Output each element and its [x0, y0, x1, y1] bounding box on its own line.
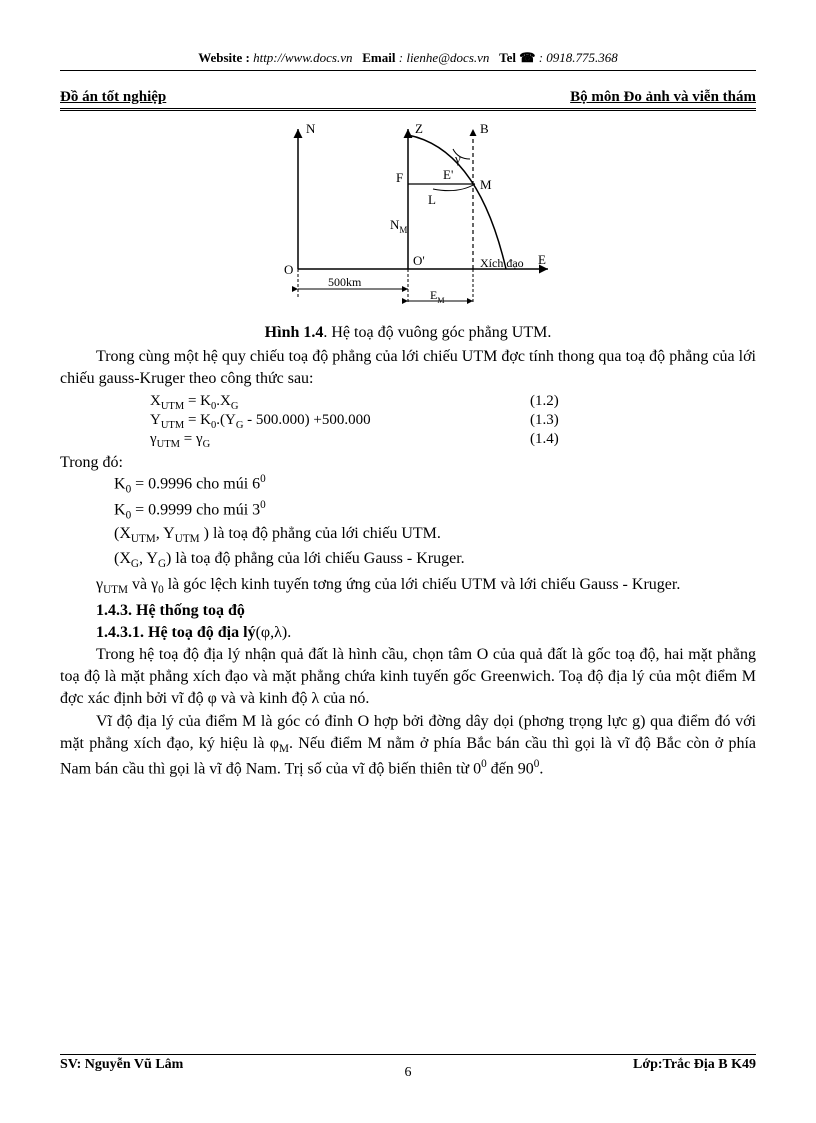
lbl-B: B [480, 121, 489, 136]
para-2: γUTM và γ0 là góc lệch kinh tuyến tơng ứ… [60, 574, 756, 598]
page-top-header: Website : http://www.docs.vn Email : lie… [60, 50, 756, 66]
eq-3-num: (1.4) [530, 431, 559, 450]
equations: XUTM = K0.XG (1.2) YUTM = K0.(YG - 500.0… [150, 393, 756, 450]
fig-caption-rest: . Hệ toạ độ vuông góc phẳng UTM. [323, 324, 551, 341]
lbl-NM-sub: M [399, 225, 407, 235]
footer-right: Lớp:Trắc Địa B K49 [633, 1057, 756, 1073]
section-double-rule [60, 108, 756, 111]
def-4: (XG, YG) là toạ độ phẳng của lới chiếu G… [114, 548, 756, 572]
eq-2-num: (1.3) [530, 412, 559, 431]
utm-diagram: N Z B γ F E' M L NM O' O E Xích đạo 500k… [60, 119, 756, 314]
para-3: Trong hệ toạ độ địa lý nhận quả đất là h… [60, 644, 756, 709]
website-label: Website : [198, 50, 250, 65]
lbl-O: O [284, 262, 293, 277]
section-left: Đồ án tốt nghiệp [60, 89, 166, 106]
lbl-N: N [306, 121, 316, 136]
lbl-M: M [480, 177, 492, 192]
section-right: Bộ môn Đo ảnh và viễn thám [570, 89, 756, 106]
eq-2: YUTM = K0.(YG - 500.000) +500.000 (1.3) [150, 412, 756, 431]
email-value: : lienhe@docs.vn [399, 50, 490, 65]
fig-caption-bold: Hình 1.4 [265, 324, 324, 341]
header-rule [60, 70, 756, 71]
footer-left: SV: Nguyễn Vũ Lâm [60, 1057, 183, 1073]
def-2: K0 = 0.9999 cho múi 30 [114, 498, 756, 524]
heading-1-4-3-1: 1.4.3.1. Hệ toạ độ địa lý(φ,λ). [60, 624, 756, 642]
lbl-E: E [538, 252, 546, 267]
section-header: Đồ án tốt nghiệp Bộ môn Đo ảnh và viễn t… [60, 89, 756, 106]
trong-do: Trong đó: [60, 454, 756, 472]
page-number: 6 [405, 1065, 412, 1081]
lbl-Z: Z [415, 121, 423, 136]
def-3: (XUTM, YUTM ) là toạ độ phẳng của lới ch… [114, 523, 756, 547]
email-label: Email [362, 50, 395, 65]
lbl-Eprime: E' [443, 167, 453, 182]
svg-text:EM: EM [430, 288, 444, 305]
lbl-EM: E [430, 288, 437, 302]
para-4: Vĩ độ địa lý của điểm M là góc có đỉnh O… [60, 711, 756, 780]
lbl-L: L [428, 192, 436, 207]
heading-1-4-3: 1.4.3. Hệ thống toạ độ [60, 602, 756, 620]
lbl-500km: 500km [328, 275, 362, 289]
figure-caption: Hình 1.4. Hệ toạ độ vuông góc phẳng UTM. [60, 324, 756, 342]
website-value: http://www.docs.vn [253, 50, 352, 65]
svg-text:NM: NM [390, 217, 407, 235]
def-1: K0 = 0.9996 cho múi 60 [114, 472, 756, 498]
lbl-F: F [396, 170, 403, 185]
tel-value: : 0918.775.368 [539, 50, 618, 65]
lbl-xichdao: Xích đạo [480, 256, 524, 270]
tel-label: Tel ☎ [499, 50, 535, 65]
para-1: Trong cùng một hệ quy chiếu toạ độ phẳng… [60, 346, 756, 389]
lbl-EM-sub: M [437, 296, 444, 305]
eq-1: XUTM = K0.XG (1.2) [150, 393, 756, 412]
eq-1-num: (1.2) [530, 393, 559, 412]
lbl-Oprime: O' [413, 253, 425, 268]
eq-3: γUTM = γG (1.4) [150, 431, 756, 450]
lbl-gamma: γ [454, 151, 461, 166]
